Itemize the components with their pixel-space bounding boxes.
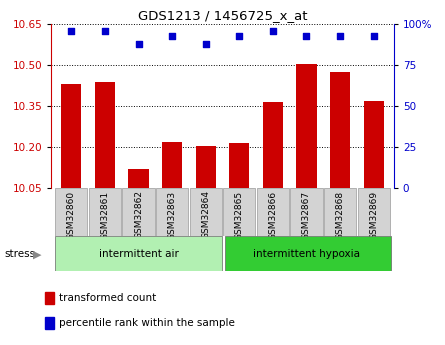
Text: GSM32865: GSM32865 bbox=[235, 190, 244, 239]
Point bbox=[303, 33, 310, 38]
Bar bbox=[162, 141, 182, 345]
Bar bbox=[223, 188, 255, 236]
Bar bbox=[257, 188, 289, 236]
Text: GSM32868: GSM32868 bbox=[336, 190, 344, 239]
Point bbox=[269, 28, 276, 33]
Point bbox=[336, 33, 344, 38]
Text: ▶: ▶ bbox=[33, 249, 42, 259]
Text: stress: stress bbox=[4, 249, 36, 259]
Bar bbox=[330, 72, 350, 345]
Bar bbox=[290, 188, 323, 236]
Bar bbox=[296, 64, 316, 345]
Point bbox=[135, 41, 142, 47]
Bar bbox=[225, 236, 391, 271]
Title: GDS1213 / 1456725_x_at: GDS1213 / 1456725_x_at bbox=[138, 9, 307, 22]
Bar bbox=[129, 169, 149, 345]
Bar bbox=[55, 236, 222, 271]
Bar bbox=[55, 188, 88, 236]
Bar bbox=[364, 101, 384, 345]
Bar bbox=[122, 188, 155, 236]
Bar bbox=[156, 188, 188, 236]
Text: GSM32866: GSM32866 bbox=[268, 190, 277, 239]
Bar bbox=[61, 84, 81, 345]
Text: intermittent air: intermittent air bbox=[99, 249, 178, 258]
Bar bbox=[95, 81, 115, 345]
Text: transformed count: transformed count bbox=[59, 294, 156, 303]
Text: intermittent hypoxia: intermittent hypoxia bbox=[253, 249, 360, 258]
Text: GSM32863: GSM32863 bbox=[168, 190, 177, 239]
Bar bbox=[324, 188, 356, 236]
Text: GSM32861: GSM32861 bbox=[101, 190, 109, 239]
Bar bbox=[190, 188, 222, 236]
Text: GSM32862: GSM32862 bbox=[134, 190, 143, 239]
Point bbox=[68, 28, 75, 33]
Text: GSM32860: GSM32860 bbox=[67, 190, 76, 239]
Point bbox=[236, 33, 243, 38]
Bar bbox=[263, 102, 283, 345]
Bar bbox=[357, 188, 390, 236]
Point bbox=[169, 33, 176, 38]
Text: GSM32867: GSM32867 bbox=[302, 190, 311, 239]
Text: GSM32864: GSM32864 bbox=[201, 190, 210, 239]
Text: percentile rank within the sample: percentile rank within the sample bbox=[59, 318, 235, 327]
Text: GSM32869: GSM32869 bbox=[369, 190, 378, 239]
Bar bbox=[196, 146, 216, 345]
Point bbox=[370, 33, 377, 38]
Point bbox=[101, 28, 109, 33]
Bar bbox=[89, 188, 121, 236]
Bar bbox=[229, 143, 249, 345]
Point bbox=[202, 41, 209, 47]
